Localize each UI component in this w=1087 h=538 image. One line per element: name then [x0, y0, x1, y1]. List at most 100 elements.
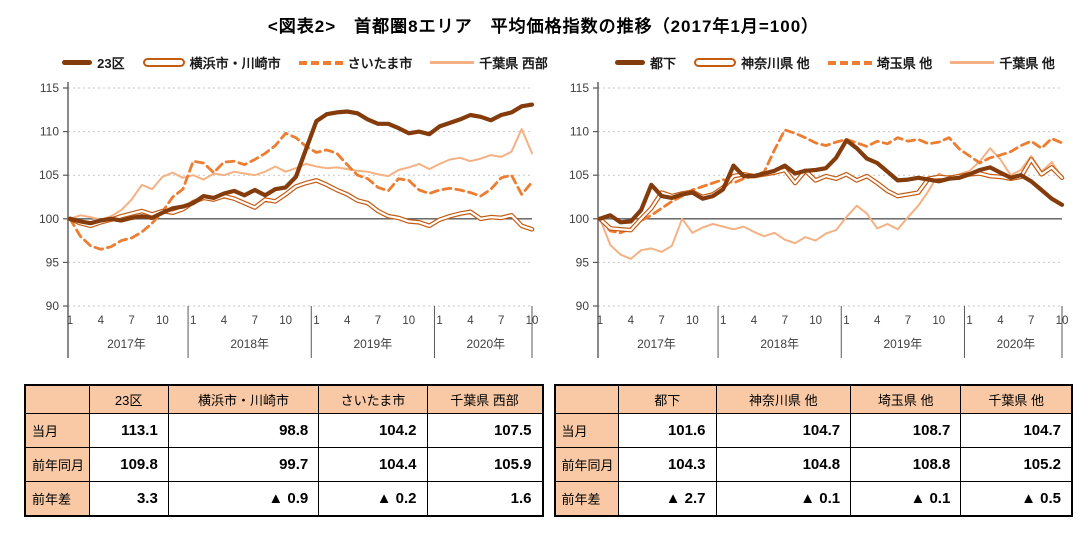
svg-text:115: 115 — [570, 81, 589, 95]
line-sample-double-icon — [694, 58, 737, 67]
svg-text:2017年: 2017年 — [107, 337, 146, 351]
value-cell: 104.7 — [960, 413, 1073, 448]
svg-text:1: 1 — [720, 315, 726, 327]
value-cell: ▲ 0.5 — [960, 481, 1073, 517]
svg-text:4: 4 — [467, 315, 474, 327]
svg-text:7: 7 — [375, 315, 381, 327]
line-sample-dashed-icon — [298, 60, 343, 65]
table-row: 当月 101.6 104.7 108.7 104.7 — [554, 413, 1073, 448]
value-cell: 108.7 — [850, 413, 962, 448]
line-sample-thick-icon — [62, 60, 93, 65]
svg-text:4: 4 — [628, 315, 635, 327]
legend-label: 横浜市・川崎市 — [189, 56, 281, 71]
svg-text:2018年: 2018年 — [760, 337, 799, 351]
svg-text:7: 7 — [1028, 315, 1034, 327]
svg-text:7: 7 — [658, 315, 664, 327]
svg-text:4: 4 — [221, 315, 228, 327]
column-header: 千葉県 他 — [960, 384, 1073, 414]
svg-text:110: 110 — [40, 125, 59, 139]
chart-block-left: 23区 横浜市・川崎市 さいたま市 千葉県 西部 90 95 100 105 110 11… — [24, 53, 548, 366]
series-lines — [67, 102, 535, 251]
tables-row: 23区 横浜市・川崎市 さいたま市 千葉県 西部 当月 113.1 98.8 1… — [24, 384, 1073, 517]
line-inner-white — [68, 179, 534, 231]
legend-label: 千葉県 他 — [999, 56, 1055, 71]
svg-text:1: 1 — [313, 315, 319, 327]
value-cell: 104.4 — [318, 447, 428, 482]
table-row: 前年同月 104.3 104.8 108.8 105.2 — [554, 447, 1073, 482]
legend-item: 千葉県 他 — [950, 53, 1055, 72]
column-header: 神奈川県 他 — [715, 384, 852, 414]
value-cell: 99.7 — [167, 447, 320, 482]
value-cell: ▲ 0.1 — [850, 481, 962, 517]
row-label: 当月 — [554, 413, 619, 448]
row-label: 前年同月 — [554, 447, 619, 482]
value-cell: 105.9 — [426, 447, 544, 482]
summary-table-right: 都下 神奈川県 他 埼玉県 他 千葉県 他 当月 101.6 104.7 108… — [553, 384, 1073, 517]
svg-text:1: 1 — [597, 315, 603, 327]
line-sample-double-icon — [142, 58, 185, 67]
table-row: 前年同月 109.8 99.7 104.4 105.9 — [24, 447, 544, 482]
svg-text:1: 1 — [190, 315, 196, 327]
legend-label: 千葉県 西部 — [479, 56, 548, 71]
svg-text:90: 90 — [46, 299, 60, 313]
legend-label: 都下 — [650, 56, 677, 71]
legend-item: 23区 — [62, 53, 125, 72]
legend-left: 23区 横浜市・川崎市 さいたま市 千葉県 西部 — [62, 53, 548, 72]
line-sample-thin-icon — [430, 61, 475, 64]
column-header: さいたま市 — [318, 384, 428, 414]
legend-label: さいたま市 — [347, 56, 413, 71]
svg-text:10: 10 — [932, 315, 945, 327]
svg-text:1: 1 — [436, 315, 442, 327]
table-header-row: 都下 神奈川県 他 埼玉県 他 千葉県 他 — [554, 384, 1073, 414]
svg-text:100: 100 — [39, 212, 59, 226]
table-row: 当月 113.1 98.8 104.2 107.5 — [24, 413, 544, 448]
table-row: 前年差 3.3 ▲ 0.9 ▲ 0.2 1.6 — [24, 481, 544, 517]
svg-text:7: 7 — [128, 315, 134, 327]
chart-block-right: 都下 神奈川県 他 埼玉県 他 千葉県 他 90 95 100 105 110 115 1 4… — [554, 53, 1072, 366]
svg-text:10: 10 — [686, 315, 699, 327]
summary-table-left: 23区 横浜市・川崎市 さいたま市 千葉県 西部 当月 113.1 98.8 1… — [24, 384, 544, 517]
legend-item: 千葉県 西部 — [430, 53, 548, 72]
svg-text:100: 100 — [569, 212, 589, 226]
svg-text:2019年: 2019年 — [884, 337, 923, 351]
svg-text:7: 7 — [498, 315, 504, 327]
svg-text:105: 105 — [569, 168, 589, 182]
svg-text:95: 95 — [576, 255, 590, 269]
value-cell: 1.6 — [426, 481, 544, 517]
svg-text:4: 4 — [344, 315, 351, 327]
svg-text:95: 95 — [46, 255, 60, 269]
row-label: 前年同月 — [24, 447, 90, 482]
row-label: 当月 — [24, 413, 90, 448]
svg-text:115: 115 — [40, 81, 59, 95]
value-cell: 3.3 — [88, 481, 169, 517]
legend-right: 都下 神奈川県 他 埼玉県 他 千葉県 他 — [598, 53, 1072, 72]
value-cell: 105.2 — [960, 447, 1073, 482]
svg-text:4: 4 — [751, 315, 758, 327]
legend-label: 神奈川県 他 — [741, 56, 810, 71]
line-千葉県 他 — [599, 147, 1063, 260]
svg-text:10: 10 — [279, 315, 292, 327]
column-header: 横浜市・川崎市 — [167, 384, 320, 414]
value-cell: 104.7 — [715, 413, 852, 448]
svg-text:1: 1 — [966, 315, 972, 327]
svg-text:4: 4 — [874, 315, 881, 327]
column-header: 千葉県 西部 — [426, 384, 544, 414]
legend-item: 都下 — [615, 53, 676, 72]
value-cell: ▲ 2.7 — [618, 481, 717, 517]
value-cell: 104.3 — [618, 447, 717, 482]
line-sample-dashed-icon — [827, 60, 872, 65]
value-cell: 104.8 — [715, 447, 852, 482]
row-label: 前年差 — [24, 481, 90, 517]
value-cell: 107.5 — [426, 413, 544, 448]
line-千葉県 西部 — [69, 128, 533, 221]
figure-title: <図表2> 首都圏8エリア 平均価格指数の推移（2017年1月=100） — [267, 17, 820, 36]
value-cell: 109.8 — [88, 447, 169, 482]
value-cell: ▲ 0.2 — [318, 481, 428, 517]
line-さいたま市 — [68, 131, 534, 251]
row-label: 前年差 — [554, 481, 619, 517]
value-cell: 104.2 — [318, 413, 428, 448]
value-cell: 101.6 — [618, 413, 717, 448]
